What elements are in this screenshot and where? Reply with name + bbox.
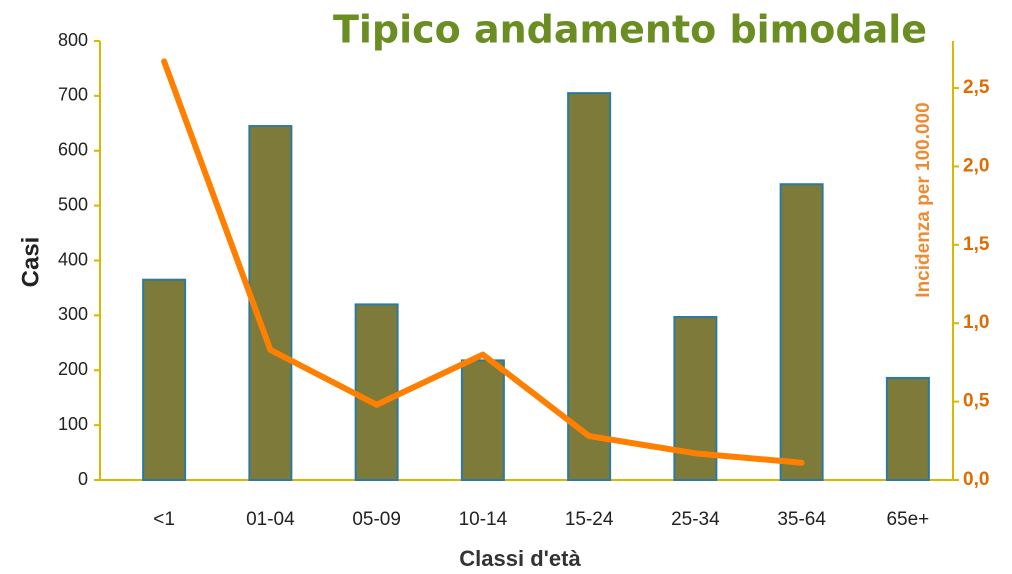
- x-tick-label: <1: [153, 509, 175, 530]
- bar: [885, 376, 930, 481]
- y-axis-label: Casi: [17, 237, 44, 288]
- y-tick-label: 100: [58, 414, 88, 434]
- x-tick-label: 15-24: [565, 509, 614, 530]
- y-tick-label: 300: [58, 304, 88, 324]
- x-axis-label: Classi d'età: [459, 546, 581, 571]
- x-tick-label: 35-64: [777, 509, 826, 530]
- y2-tick-label: 1,5: [963, 234, 990, 255]
- chart-title: Tipico andamento bimodale: [333, 8, 927, 52]
- y2-tick-label: 2,0: [963, 155, 989, 176]
- x-tick-label: 10-14: [459, 509, 508, 530]
- y-tick-label: 600: [58, 140, 88, 160]
- y-tick-label: 500: [58, 194, 88, 214]
- x-tick-label: 05-09: [352, 509, 401, 530]
- x-tick-label: 65e+: [886, 509, 929, 530]
- y2-tick-label: 2,5: [963, 77, 990, 98]
- line: [161, 58, 805, 466]
- y-tick-label: 700: [58, 85, 88, 105]
- y-tick-label: 0: [78, 469, 88, 489]
- y2-tick-label: 0,0: [963, 469, 989, 490]
- x-tick-label: 01-04: [246, 509, 295, 530]
- y-tick-label: 400: [58, 249, 88, 269]
- y2-tick-label: 1,0: [963, 312, 989, 333]
- bar: [779, 183, 824, 481]
- bar: [142, 278, 187, 481]
- x-tick-label: 25-34: [671, 509, 720, 530]
- y-tick-label: 200: [58, 359, 88, 379]
- y-tick-label: 800: [58, 30, 88, 50]
- bar: [567, 92, 612, 481]
- bar: [248, 125, 293, 482]
- bar: [354, 303, 399, 481]
- bar: [460, 359, 505, 481]
- y2-tick-label: 0,5: [963, 391, 990, 412]
- y2-axis-label: Incidenza per 100.000: [913, 102, 934, 297]
